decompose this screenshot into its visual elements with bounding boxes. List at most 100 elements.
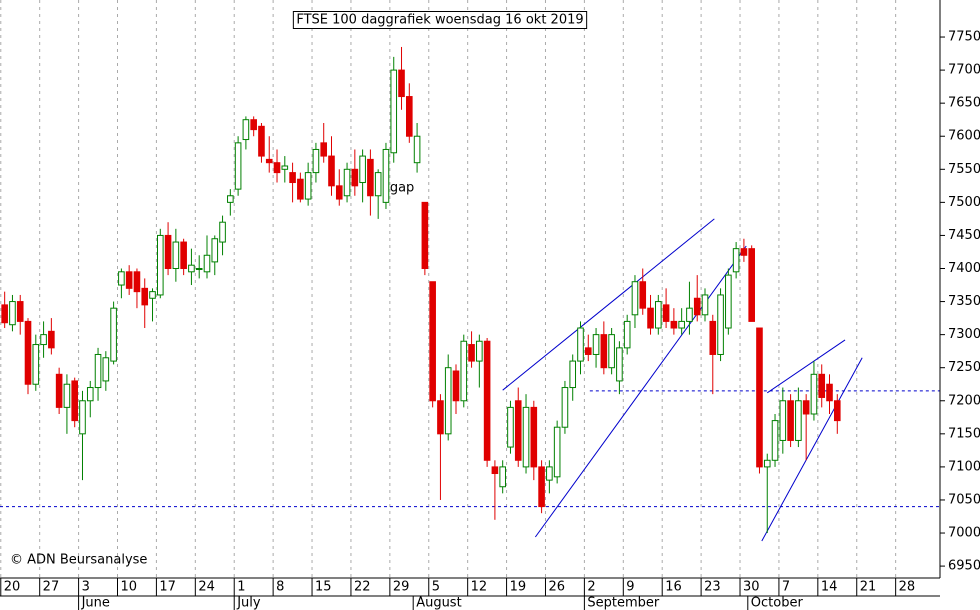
- candle-body: [686, 307, 693, 322]
- marks: gap: [0, 46, 940, 542]
- candle-body: [662, 304, 670, 322]
- candle-body: [250, 119, 257, 131]
- candle-body: [787, 400, 794, 441]
- candle-body: [655, 301, 662, 329]
- x-tick-label: 23: [704, 580, 721, 595]
- candle-body: [320, 142, 328, 157]
- candle-body: [779, 400, 787, 441]
- candle-body: [79, 400, 86, 435]
- candle-body: [367, 158, 374, 197]
- candle-body: [569, 360, 577, 389]
- candle-body: [623, 320, 631, 349]
- y-tick-label: 7600: [948, 129, 980, 144]
- candle-body: [48, 330, 55, 349]
- candle-body: [164, 234, 172, 269]
- candle-body: [795, 400, 802, 441]
- candle-body: [670, 320, 678, 329]
- candle-body: [763, 459, 771, 468]
- candle-body: [1, 304, 8, 324]
- y-tick-label: 7650: [948, 96, 980, 111]
- candle-body: [281, 165, 289, 170]
- trend-line: [761, 357, 863, 542]
- candle-body: [476, 340, 483, 362]
- y-tick-label: 7350: [948, 294, 980, 309]
- candle-body: [538, 466, 545, 508]
- candle-body: [94, 353, 102, 389]
- x-tick-label: 27: [43, 580, 60, 595]
- x-tick-label: 5: [432, 580, 440, 595]
- candle-body: [732, 248, 740, 273]
- candle-body: [149, 291, 156, 299]
- candle-body: [141, 287, 149, 306]
- x-tick-label: 19: [510, 580, 527, 595]
- candle-body: [203, 254, 211, 273]
- candle-body: [9, 301, 16, 326]
- candle-body: [390, 69, 398, 154]
- x-tick-label: 8: [276, 580, 284, 595]
- candle-body: [110, 307, 117, 362]
- candle-body: [71, 380, 79, 422]
- candle-body: [413, 135, 421, 164]
- y-tick-label: 7000: [948, 526, 980, 541]
- candle-body: [32, 344, 40, 385]
- trend-line: [766, 339, 846, 394]
- month-label: August: [416, 596, 462, 610]
- candle-body: [608, 334, 615, 369]
- candle-body: [725, 274, 732, 329]
- candle-body: [40, 334, 47, 346]
- candle-body: [86, 387, 94, 402]
- y-tick-label: 7700: [948, 63, 980, 78]
- candle-body: [709, 320, 717, 355]
- candle-body: [328, 155, 335, 187]
- candle-body: [234, 142, 242, 190]
- trend-line: [534, 245, 747, 538]
- candle-body: [289, 172, 296, 184]
- grid: [0, 0, 897, 578]
- candle-body: [227, 195, 234, 203]
- candle-body: [312, 148, 320, 174]
- candle-body: [631, 281, 639, 316]
- candle-body: [297, 178, 304, 200]
- candle-body: [133, 271, 141, 293]
- candle-body: [802, 400, 810, 415]
- x-tick-label: 7: [782, 580, 790, 595]
- candle-body: [639, 281, 647, 309]
- y-tick-label: 7300: [948, 327, 980, 342]
- x-tick-label: 17: [159, 580, 176, 595]
- month-label: June: [81, 596, 110, 610]
- candle-body: [810, 373, 818, 415]
- candle-body: [156, 234, 164, 296]
- candle-body: [577, 327, 584, 362]
- candle-body: [491, 466, 499, 475]
- x-tick-label: 2: [587, 580, 595, 595]
- x-tick-label: 24: [198, 580, 215, 595]
- copyright: © ADN Beursanalyse: [10, 553, 147, 568]
- x-tick-label: 15: [315, 580, 332, 595]
- candle-body: [219, 221, 226, 243]
- candle-body: [756, 327, 763, 468]
- trend-line: [502, 218, 715, 391]
- candle-body: [561, 387, 569, 428]
- y-tick-label: 7500: [948, 195, 980, 210]
- y-tick-label: 7400: [948, 261, 980, 276]
- y-tick-label: 6950: [948, 559, 980, 574]
- candle-body: [452, 370, 460, 402]
- candle-body: [701, 294, 709, 316]
- candle-body: [172, 241, 180, 269]
- candle-body: [421, 201, 429, 269]
- candle-body: [195, 267, 203, 270]
- y-tick-label: 7150: [948, 426, 980, 441]
- candle-body: [444, 367, 452, 435]
- candle-body: [600, 334, 608, 369]
- candle-body: [437, 400, 444, 435]
- candle-body: [351, 168, 359, 187]
- candle-body: [553, 426, 561, 478]
- candle-body: [374, 172, 382, 197]
- candle-body: [359, 155, 366, 184]
- candle-body: [514, 400, 522, 461]
- x-tick-label: 22: [354, 580, 371, 595]
- x-tick-label: 30: [743, 580, 760, 595]
- x-tick-label: 14: [821, 580, 838, 595]
- candle-body: [102, 357, 110, 382]
